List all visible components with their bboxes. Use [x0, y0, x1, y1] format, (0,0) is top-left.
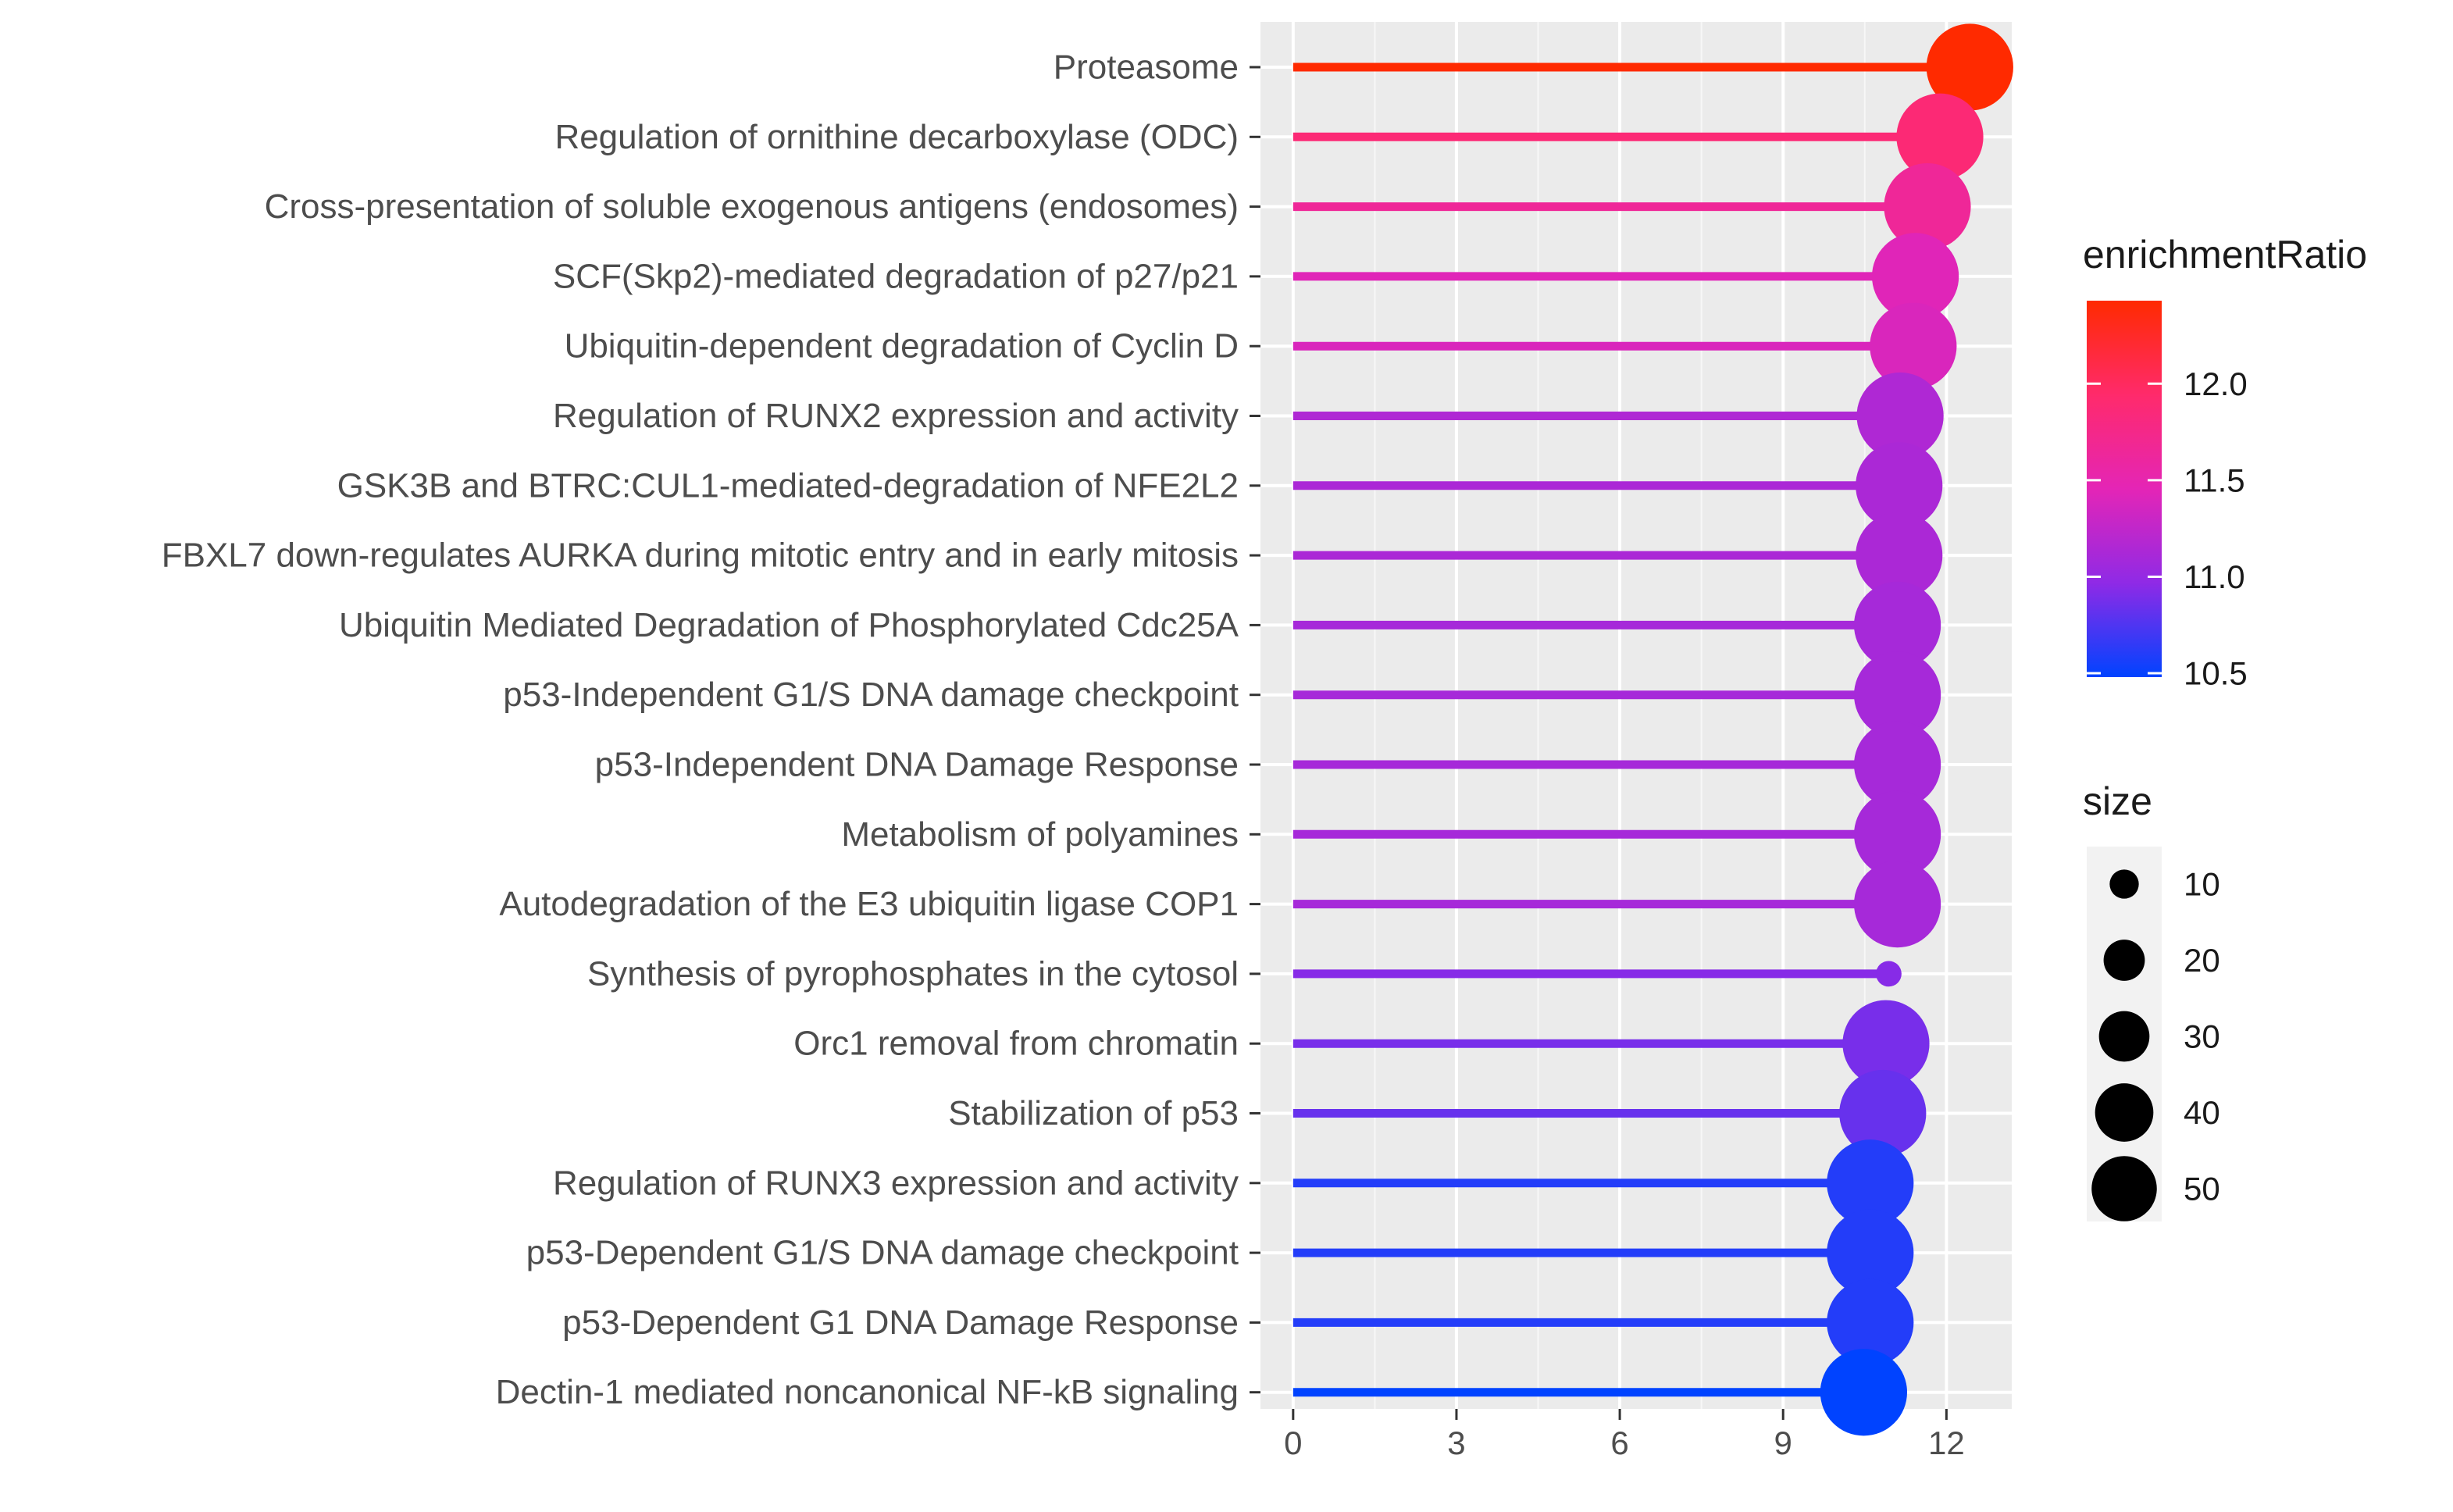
lollipop-point — [1853, 790, 1941, 878]
x-tick-label: 0 — [1284, 1425, 1302, 1461]
size-legend-label: 20 — [2184, 942, 2220, 979]
lollipop-point — [1839, 1069, 1927, 1157]
lollipop-stems — [1292, 62, 1970, 1397]
size-legend-label: 10 — [2184, 866, 2220, 903]
category-label: p53-Independent DNA Damage Response — [595, 746, 1239, 784]
category-label: Autodegradation of the E3 ubiquitin liga… — [499, 885, 1239, 923]
lollipop-point — [1820, 1349, 1908, 1436]
category-label: SCF(Skp2)-mediated degradation of p27/p2… — [553, 257, 1239, 295]
category-label: Ubiquitin-dependent degradation of Cycli… — [565, 327, 1239, 366]
colorbar-tick-label: 11.0 — [2184, 558, 2245, 595]
lollipop-point — [1827, 1278, 1914, 1367]
x-axis: 0 3 6 9 12 — [1284, 1409, 1965, 1461]
category-label: Dectin-1 mediated noncanonical NF-kB sig… — [496, 1373, 1239, 1411]
lollipop-point — [1856, 512, 1943, 599]
x-tick-label: 6 — [1610, 1425, 1628, 1461]
color-legend-title: enrichmentRatio — [2083, 233, 2367, 276]
lollipop-points — [1820, 23, 2013, 1436]
lollipop-point — [1827, 1139, 1914, 1227]
category-label: p53-Independent G1/S DNA damage checkpoi… — [503, 676, 1239, 714]
lollipop-point — [1853, 651, 1941, 739]
lollipop-point — [1853, 721, 1941, 808]
category-label: Orc1 removal from chromatin — [793, 1025, 1239, 1063]
size-legend-key — [2091, 1156, 2157, 1221]
size-legend-title: size — [2083, 779, 2152, 823]
colorbar-tick-label: 12.0 — [2184, 366, 2248, 402]
size-legend-key — [2103, 940, 2145, 981]
category-label: Cross-presentation of soluble exogenous … — [265, 187, 1239, 226]
category-label: Ubiquitin Mediated Degradation of Phosph… — [339, 606, 1239, 644]
lollipop-point — [1856, 442, 1943, 530]
size-legend-key — [2109, 869, 2139, 899]
category-label: Regulation of RUNX2 expression and activ… — [553, 397, 1239, 435]
size-legend-key — [2095, 1083, 2154, 1142]
category-labels: Proteasome Regulation of ornithine decarb… — [162, 48, 1260, 1411]
lollipop-point — [1871, 233, 1959, 320]
lollipop-point — [1870, 302, 1957, 390]
category-label: Metabolism of polyamines — [841, 815, 1239, 854]
lollipop-point — [1827, 1209, 1914, 1296]
size-legend-label: 50 — [2184, 1171, 2220, 1207]
size-legend-key — [2098, 1011, 2150, 1062]
size-legend-label: 30 — [2184, 1018, 2220, 1055]
category-label: FBXL7 down-regulates AURKA during mitoti… — [162, 537, 1239, 575]
colorbar-tick-label: 11.5 — [2184, 462, 2245, 498]
category-label: Regulation of ornithine decarboxylase (O… — [554, 118, 1239, 156]
colorbar-tick-label: 10.5 — [2184, 655, 2248, 692]
category-label: Regulation of RUNX3 expression and activ… — [553, 1164, 1239, 1202]
lollipop-point — [1884, 162, 1971, 251]
lollipop-point — [1853, 581, 1941, 669]
category-label: p53-Dependent G1/S DNA damage checkpoint — [526, 1234, 1239, 1272]
category-label: p53-Dependent G1 DNA Damage Response — [562, 1303, 1239, 1342]
category-label: Stabilization of p53 — [948, 1094, 1239, 1132]
x-tick-label: 12 — [1928, 1425, 1965, 1461]
lollipop-point — [1896, 93, 1984, 180]
category-label: Proteasome — [1054, 48, 1239, 87]
category-label: Synthesis of pyrophosphates in the cytos… — [587, 954, 1239, 993]
lollipop-point — [1856, 372, 1944, 460]
colorbar — [2087, 301, 2162, 677]
size-legend: size 10 20 30 40 50 — [2083, 779, 2220, 1221]
color-legend: enrichmentRatio 10.5 11.0 11.5 12.0 — [2083, 233, 2367, 692]
lollipop-point — [1853, 860, 1941, 948]
lollipop-point — [1926, 23, 2013, 111]
size-legend-label: 40 — [2184, 1094, 2220, 1131]
category-label: GSK3B and BTRC:CUL1-mediated-degradation… — [337, 466, 1239, 505]
lollipop-point — [1876, 961, 1902, 987]
x-tick-label: 3 — [1447, 1425, 1465, 1461]
lollipop-point — [1842, 1000, 1930, 1087]
x-tick-label: 9 — [1774, 1425, 1792, 1461]
